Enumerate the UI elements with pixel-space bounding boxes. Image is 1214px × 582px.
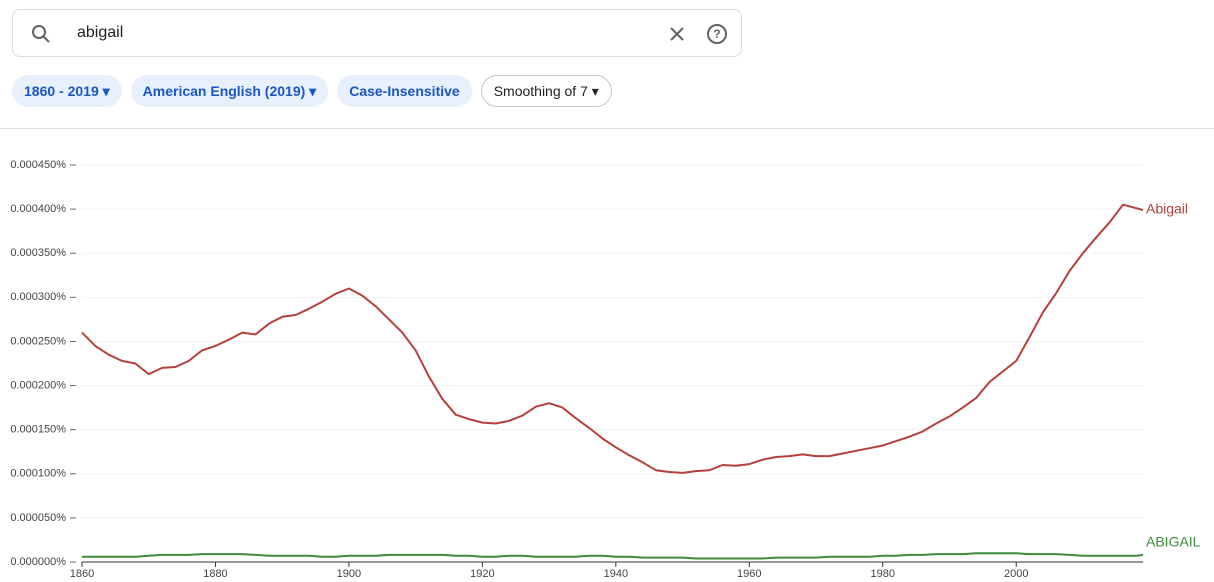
series-label: ABIGAIL <box>1146 534 1201 550</box>
series-line <box>82 552 1144 560</box>
chip-label: Smoothing of 7 <box>493 83 588 99</box>
y-tick-label: 0.000250% <box>10 335 66 347</box>
y-tick-label: 0.000450% <box>10 159 66 171</box>
filter-chips: 1860 - 2019 ▾ American English (2019) ▾ … <box>12 75 612 107</box>
chip-label: American English (2019) <box>142 83 306 99</box>
search-icon <box>32 25 50 43</box>
y-tick-label: 0.000300% <box>10 291 66 303</box>
x-tick-label: 1920 <box>470 568 494 580</box>
chip[interactable]: 1860 - 2019 ▾ <box>12 75 122 107</box>
y-tick-label: 0.000150% <box>10 424 66 436</box>
x-tick-label: 2000 <box>1004 568 1028 580</box>
y-tick-label: 0.000400% <box>10 203 66 215</box>
y-tick-label: 0.000000% <box>10 556 66 568</box>
y-tick-label: 0.000100% <box>10 468 66 480</box>
chip[interactable]: American English (2019) ▾ <box>130 75 329 107</box>
series-line <box>81 203 1144 474</box>
chip[interactable]: Smoothing of 7 ▾ <box>480 75 612 107</box>
y-tick-label: 0.000350% <box>10 247 66 259</box>
x-tick-label: 1960 <box>737 568 761 580</box>
help-button[interactable]: ? <box>705 22 729 46</box>
series-label: Abigail <box>1146 201 1188 217</box>
x-tick-label: 1980 <box>871 568 895 580</box>
clear-button[interactable] <box>665 22 689 46</box>
search-box[interactable]: abigail ? <box>12 9 742 57</box>
y-tick-label: 0.000050% <box>10 512 66 524</box>
chip-label: Case-Insensitive <box>349 83 460 99</box>
x-tick-label: 1880 <box>203 568 227 580</box>
chip-label: 1860 - 2019 <box>24 83 99 99</box>
search-query[interactable]: abigail <box>77 24 124 41</box>
svg-text:?: ? <box>713 27 720 41</box>
y-tick-label: 0.000200% <box>10 379 66 391</box>
x-tick-label: 1900 <box>337 568 361 580</box>
x-tick-label: 1860 <box>70 568 94 580</box>
x-tick-label: 1940 <box>604 568 628 580</box>
separator <box>0 128 1214 129</box>
chip[interactable]: Case-Insensitive <box>337 75 472 107</box>
